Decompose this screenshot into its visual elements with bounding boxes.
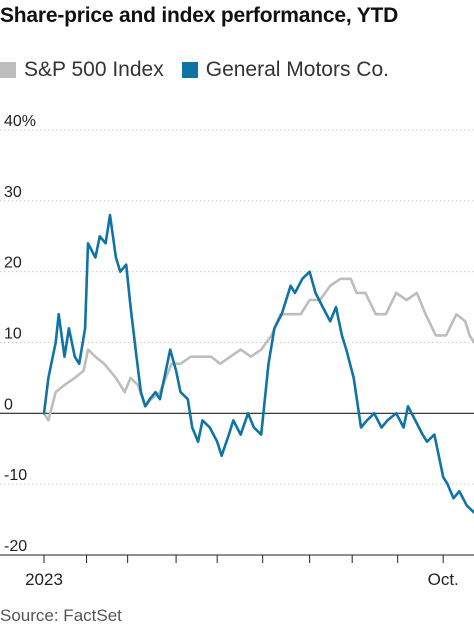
legend-swatch-sp500	[0, 62, 16, 78]
legend-item-sp500: S&P 500 Index	[0, 58, 164, 82]
chart-title: Share-price and index performance, YTD	[0, 4, 399, 27]
legend-item-gm: General Motors Co.	[181, 58, 389, 82]
chart-legend: S&P 500 Index General Motors Co.	[0, 56, 407, 84]
y-tick-label: -10	[4, 467, 27, 484]
x-tick-label: Oct.	[428, 570, 459, 589]
y-tick-label: 20	[4, 255, 22, 272]
y-tick-label: 0	[4, 396, 13, 413]
source-note: Source: FactSet	[0, 606, 122, 625]
legend-label-sp500: S&P 500 Index	[24, 58, 164, 81]
series-line-gm	[42, 213, 474, 514]
x-tick-label: 2023	[25, 570, 63, 589]
legend-swatch-gm	[181, 62, 198, 78]
series-line-sp500	[42, 277, 474, 422]
legend-label-gm: General Motors Co.	[205, 58, 389, 81]
y-tick-label: 10	[4, 326, 22, 343]
y-tick-label: -20	[4, 538, 27, 555]
y-tick-label: 40%	[4, 113, 36, 130]
y-tick-label: 30	[4, 184, 22, 201]
